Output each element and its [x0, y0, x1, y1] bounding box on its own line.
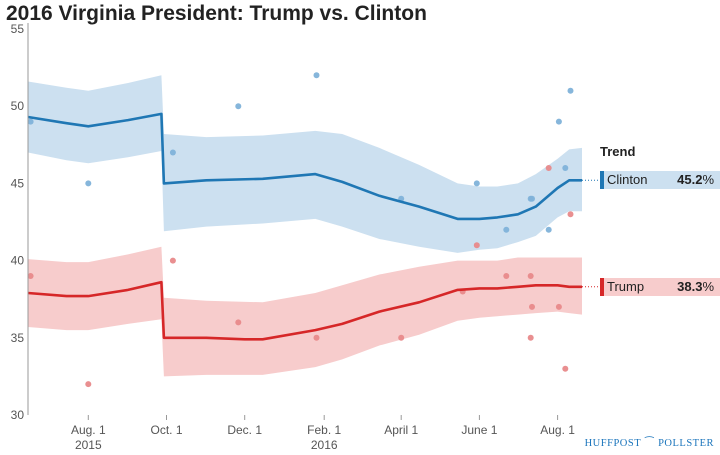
- y-tick-label: 45: [11, 176, 25, 190]
- clinton-poll-point: [567, 87, 574, 94]
- x-tick-label: June 1: [461, 423, 497, 437]
- trump-poll-point: [473, 242, 480, 249]
- logo-pollster: POLLSTER: [658, 438, 714, 449]
- trend-header: Trend: [600, 144, 636, 159]
- logo-huffpost: HUFFPOST: [584, 438, 642, 449]
- clinton-poll-point: [555, 118, 562, 125]
- x-tick-year-label: 2015: [75, 438, 102, 452]
- clinton-poll-point: [235, 103, 242, 110]
- x-tick-label: Oct. 1: [150, 423, 182, 437]
- trend-item-clinton: Clinton 45.2%: [600, 171, 720, 190]
- trump-poll-point: [527, 334, 534, 341]
- trump-color-swatch: [600, 277, 604, 296]
- trump-poll-point: [313, 334, 320, 341]
- trend-item-trump: Trump 38.3%: [600, 277, 720, 296]
- clinton-confidence-band: [28, 75, 582, 253]
- clinton-poll-point: [27, 118, 34, 125]
- x-tick-year-label: 2016: [311, 438, 338, 452]
- clinton-poll-point: [473, 180, 480, 187]
- x-tick-label: April 1: [384, 423, 418, 437]
- trump-poll-point: [562, 365, 569, 372]
- x-tick-label: Aug. 1: [540, 423, 575, 437]
- trump-poll-point: [27, 273, 34, 279]
- trump-poll-point: [529, 303, 535, 310]
- y-tick-label: 40: [11, 254, 25, 268]
- trump-poll-point: [567, 211, 574, 218]
- pollster-sail-icon: ⁀: [645, 437, 655, 449]
- chart-title: 2016 Virginia President: Trump vs. Clint…: [6, 2, 427, 25]
- clinton-poll-point: [313, 72, 320, 79]
- trump-poll-point: [527, 273, 534, 279]
- trump-poll-point: [169, 257, 176, 264]
- trend-legend: Trend Clinton 45.2% Trump 38.3%: [586, 0, 720, 455]
- trend-value-trump: 38.3%: [677, 278, 714, 294]
- clinton-poll-point: [545, 226, 552, 233]
- clinton-poll-point: [562, 165, 569, 171]
- clinton-poll-point: [169, 149, 176, 156]
- clinton-poll-point: [529, 195, 535, 202]
- y-tick-label: 50: [11, 99, 25, 113]
- trend-label-trump: Trump: [607, 278, 645, 294]
- x-tick-label: Feb. 1: [307, 423, 341, 437]
- trump-poll-point: [545, 165, 552, 171]
- trump-poll-point: [398, 334, 405, 341]
- trump-trend-line: [27, 280, 582, 341]
- trend-label-clinton: Clinton: [607, 172, 648, 188]
- clinton-trend-line: [27, 112, 582, 221]
- huffpost-pollster-logo: HUFFPOST ⁀ POLLSTER: [585, 437, 714, 449]
- trump-poll-point: [235, 319, 242, 326]
- clinton-poll-point: [85, 180, 92, 187]
- y-tick-label: 35: [11, 331, 25, 345]
- trend-value-clinton: 45.2%: [677, 172, 714, 188]
- trump-poll-point: [85, 381, 92, 388]
- trump-poll-point: [555, 303, 562, 310]
- trump-poll-point: [503, 273, 510, 279]
- trump-confidence-band: [28, 246, 582, 377]
- y-tick-label: 55: [11, 22, 25, 36]
- clinton-color-swatch: [600, 171, 604, 190]
- y-tick-label: 30: [11, 408, 25, 422]
- clinton-poll-point: [503, 226, 510, 233]
- x-tick-label: Dec. 1: [227, 423, 262, 437]
- x-tick-label: Aug. 1: [71, 423, 106, 437]
